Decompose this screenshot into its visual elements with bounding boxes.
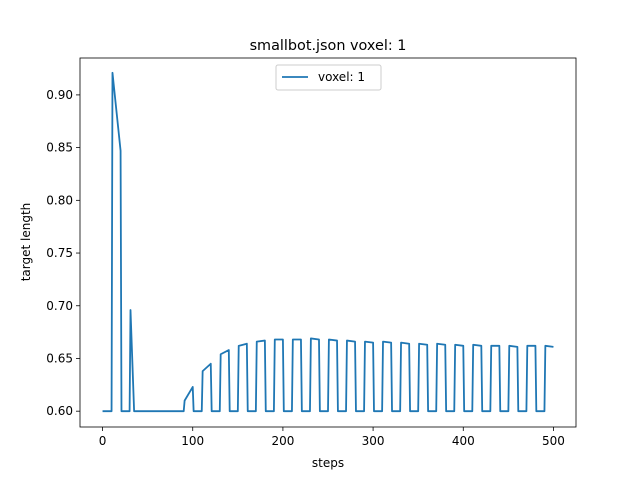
x-axis: 0 100 200 300 400 500 bbox=[99, 427, 565, 448]
legend-box bbox=[275, 64, 382, 91]
y-axis: 0.60 0.65 0.70 0.75 0.80 0.85 0.90 bbox=[46, 88, 80, 418]
x-tick-label: 200 bbox=[271, 434, 294, 448]
x-axis-label: steps bbox=[312, 456, 344, 470]
y-tick-label: 0.85 bbox=[46, 141, 73, 155]
y-tick-label: 0.90 bbox=[46, 88, 73, 102]
y-tick-label: 0.80 bbox=[46, 193, 73, 207]
series-line bbox=[102, 71, 554, 413]
y-tick-label: 0.75 bbox=[46, 246, 73, 260]
series-layer bbox=[102, 71, 554, 413]
plot-area bbox=[79, 57, 577, 428]
y-axis-label: target length bbox=[19, 203, 33, 282]
x-tick-label: 0 bbox=[99, 434, 107, 448]
x-tick-label: 100 bbox=[181, 434, 204, 448]
chart-title: smallbot.json voxel: 1 bbox=[250, 38, 407, 54]
legend: voxel: 1 bbox=[275, 64, 382, 91]
legend-label: voxel: 1 bbox=[318, 70, 365, 84]
x-tick-label: 500 bbox=[542, 434, 565, 448]
x-tick-label: 400 bbox=[452, 434, 475, 448]
plot-frame bbox=[79, 57, 577, 428]
y-tick-label: 0.65 bbox=[46, 351, 73, 365]
x-tick-label: 300 bbox=[362, 434, 385, 448]
y-tick-label: 0.70 bbox=[46, 299, 73, 313]
y-tick-label: 0.60 bbox=[46, 404, 73, 418]
